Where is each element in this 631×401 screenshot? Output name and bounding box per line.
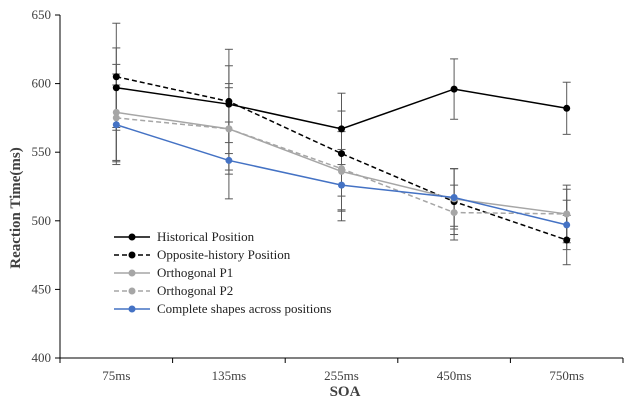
legend-item: Orthogonal P1 — [114, 265, 233, 280]
data-point — [112, 114, 120, 122]
x-tick-label: 255ms — [324, 368, 359, 383]
data-point — [450, 209, 458, 217]
y-tick-label: 600 — [32, 76, 52, 91]
data-point — [112, 121, 120, 129]
data-point — [450, 193, 458, 201]
legend-swatch-marker — [128, 251, 136, 259]
legend-swatch-marker — [128, 233, 136, 241]
data-point — [563, 221, 571, 229]
x-tick-label: 75ms — [102, 368, 130, 383]
data-point — [338, 125, 345, 133]
data-point — [563, 210, 571, 218]
y-tick-label: 450 — [32, 281, 52, 296]
legend-item: Opposite-history Position — [114, 247, 291, 262]
data-point — [112, 84, 120, 92]
data-point — [450, 85, 458, 93]
y-axis-title: Reaction Time(ms) — [8, 147, 24, 269]
legend-label: Orthogonal P1 — [157, 265, 233, 280]
legend-swatch-marker — [128, 287, 136, 295]
x-tick-label: 450ms — [437, 368, 472, 383]
y-tick-label: 500 — [32, 213, 52, 228]
y-tick-label: 550 — [32, 144, 52, 159]
legend-label: Orthogonal P2 — [157, 283, 233, 298]
data-point — [338, 181, 345, 189]
legend-item: Historical Position — [114, 229, 255, 244]
data-point — [563, 236, 571, 244]
legend-label: Opposite-history Position — [157, 247, 291, 262]
data-point — [112, 108, 120, 116]
data-point — [225, 97, 233, 105]
data-point — [225, 156, 233, 164]
legend-swatch-marker — [128, 269, 136, 277]
x-tick-label: 750ms — [549, 368, 584, 383]
legend-swatch-marker — [128, 305, 136, 313]
legend-label: Historical Position — [157, 229, 255, 244]
y-tick-label: 400 — [32, 350, 52, 365]
data-point — [338, 150, 345, 158]
data-point — [112, 73, 120, 81]
legend-item: Complete shapes across positions — [114, 301, 331, 316]
legend-label: Complete shapes across positions — [157, 301, 331, 316]
series-line — [116, 76, 567, 241]
x-axis-title: SOA — [330, 384, 361, 400]
x-tick-label: 135ms — [212, 368, 247, 383]
legend: Historical Position Opposite-history Posi… — [114, 229, 331, 316]
data-point — [563, 104, 571, 112]
legend-item: Orthogonal P2 — [114, 283, 233, 298]
data-point — [225, 125, 233, 133]
data-point — [338, 165, 345, 173]
y-tick-label: 650 — [32, 7, 52, 22]
